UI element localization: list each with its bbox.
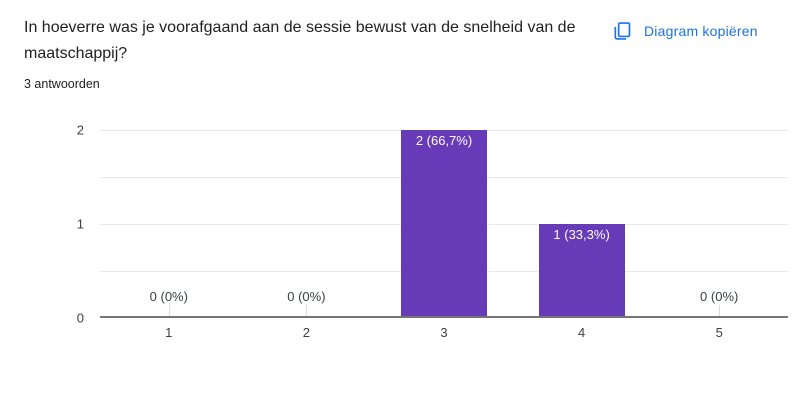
category-tick: [719, 305, 721, 318]
bar-value-label: 0 (0%): [700, 289, 739, 304]
category-tick: [168, 305, 170, 318]
bar-category-4: 1 (33,3%): [538, 224, 625, 318]
y-tick-label: 2: [76, 122, 84, 138]
y-axis-labels: 0 1 2: [58, 123, 92, 326]
x-axis-label: 3: [440, 325, 448, 340]
response-count: 3 antwoorden: [24, 77, 100, 91]
x-axis-label: 4: [577, 325, 586, 340]
copy-chart-label: Diagram kopiëren: [644, 23, 758, 39]
x-axis-label: 1: [165, 325, 173, 340]
y-tick-label: 0: [76, 310, 84, 326]
bar-value-label: 2 (66,7%): [415, 133, 473, 148]
category-tick: [306, 305, 308, 318]
x-axis-label: 5: [715, 325, 723, 340]
x-axis-baseline: [100, 316, 788, 318]
bar-value-label: 0 (0%): [149, 289, 188, 304]
bar-value-label: 0 (0%): [287, 289, 326, 304]
question-title: In hoeverre was je voorafgaand aan de se…: [24, 19, 576, 62]
copy-icon: [612, 21, 632, 41]
y-tick-label: 1: [76, 216, 84, 232]
copy-chart-button[interactable]: Diagram kopiëren: [610, 19, 760, 43]
bar-value-label: 1 (33,3%): [553, 227, 610, 242]
bar-category-3: 2 (66,7%): [401, 130, 487, 318]
plot-area: 0 (0%) 1 0 (0%) 2 2 (66,7%) 3 1 (33,3%) 4 0 (0%)…: [100, 130, 788, 340]
x-axis-label: 2: [302, 325, 311, 340]
